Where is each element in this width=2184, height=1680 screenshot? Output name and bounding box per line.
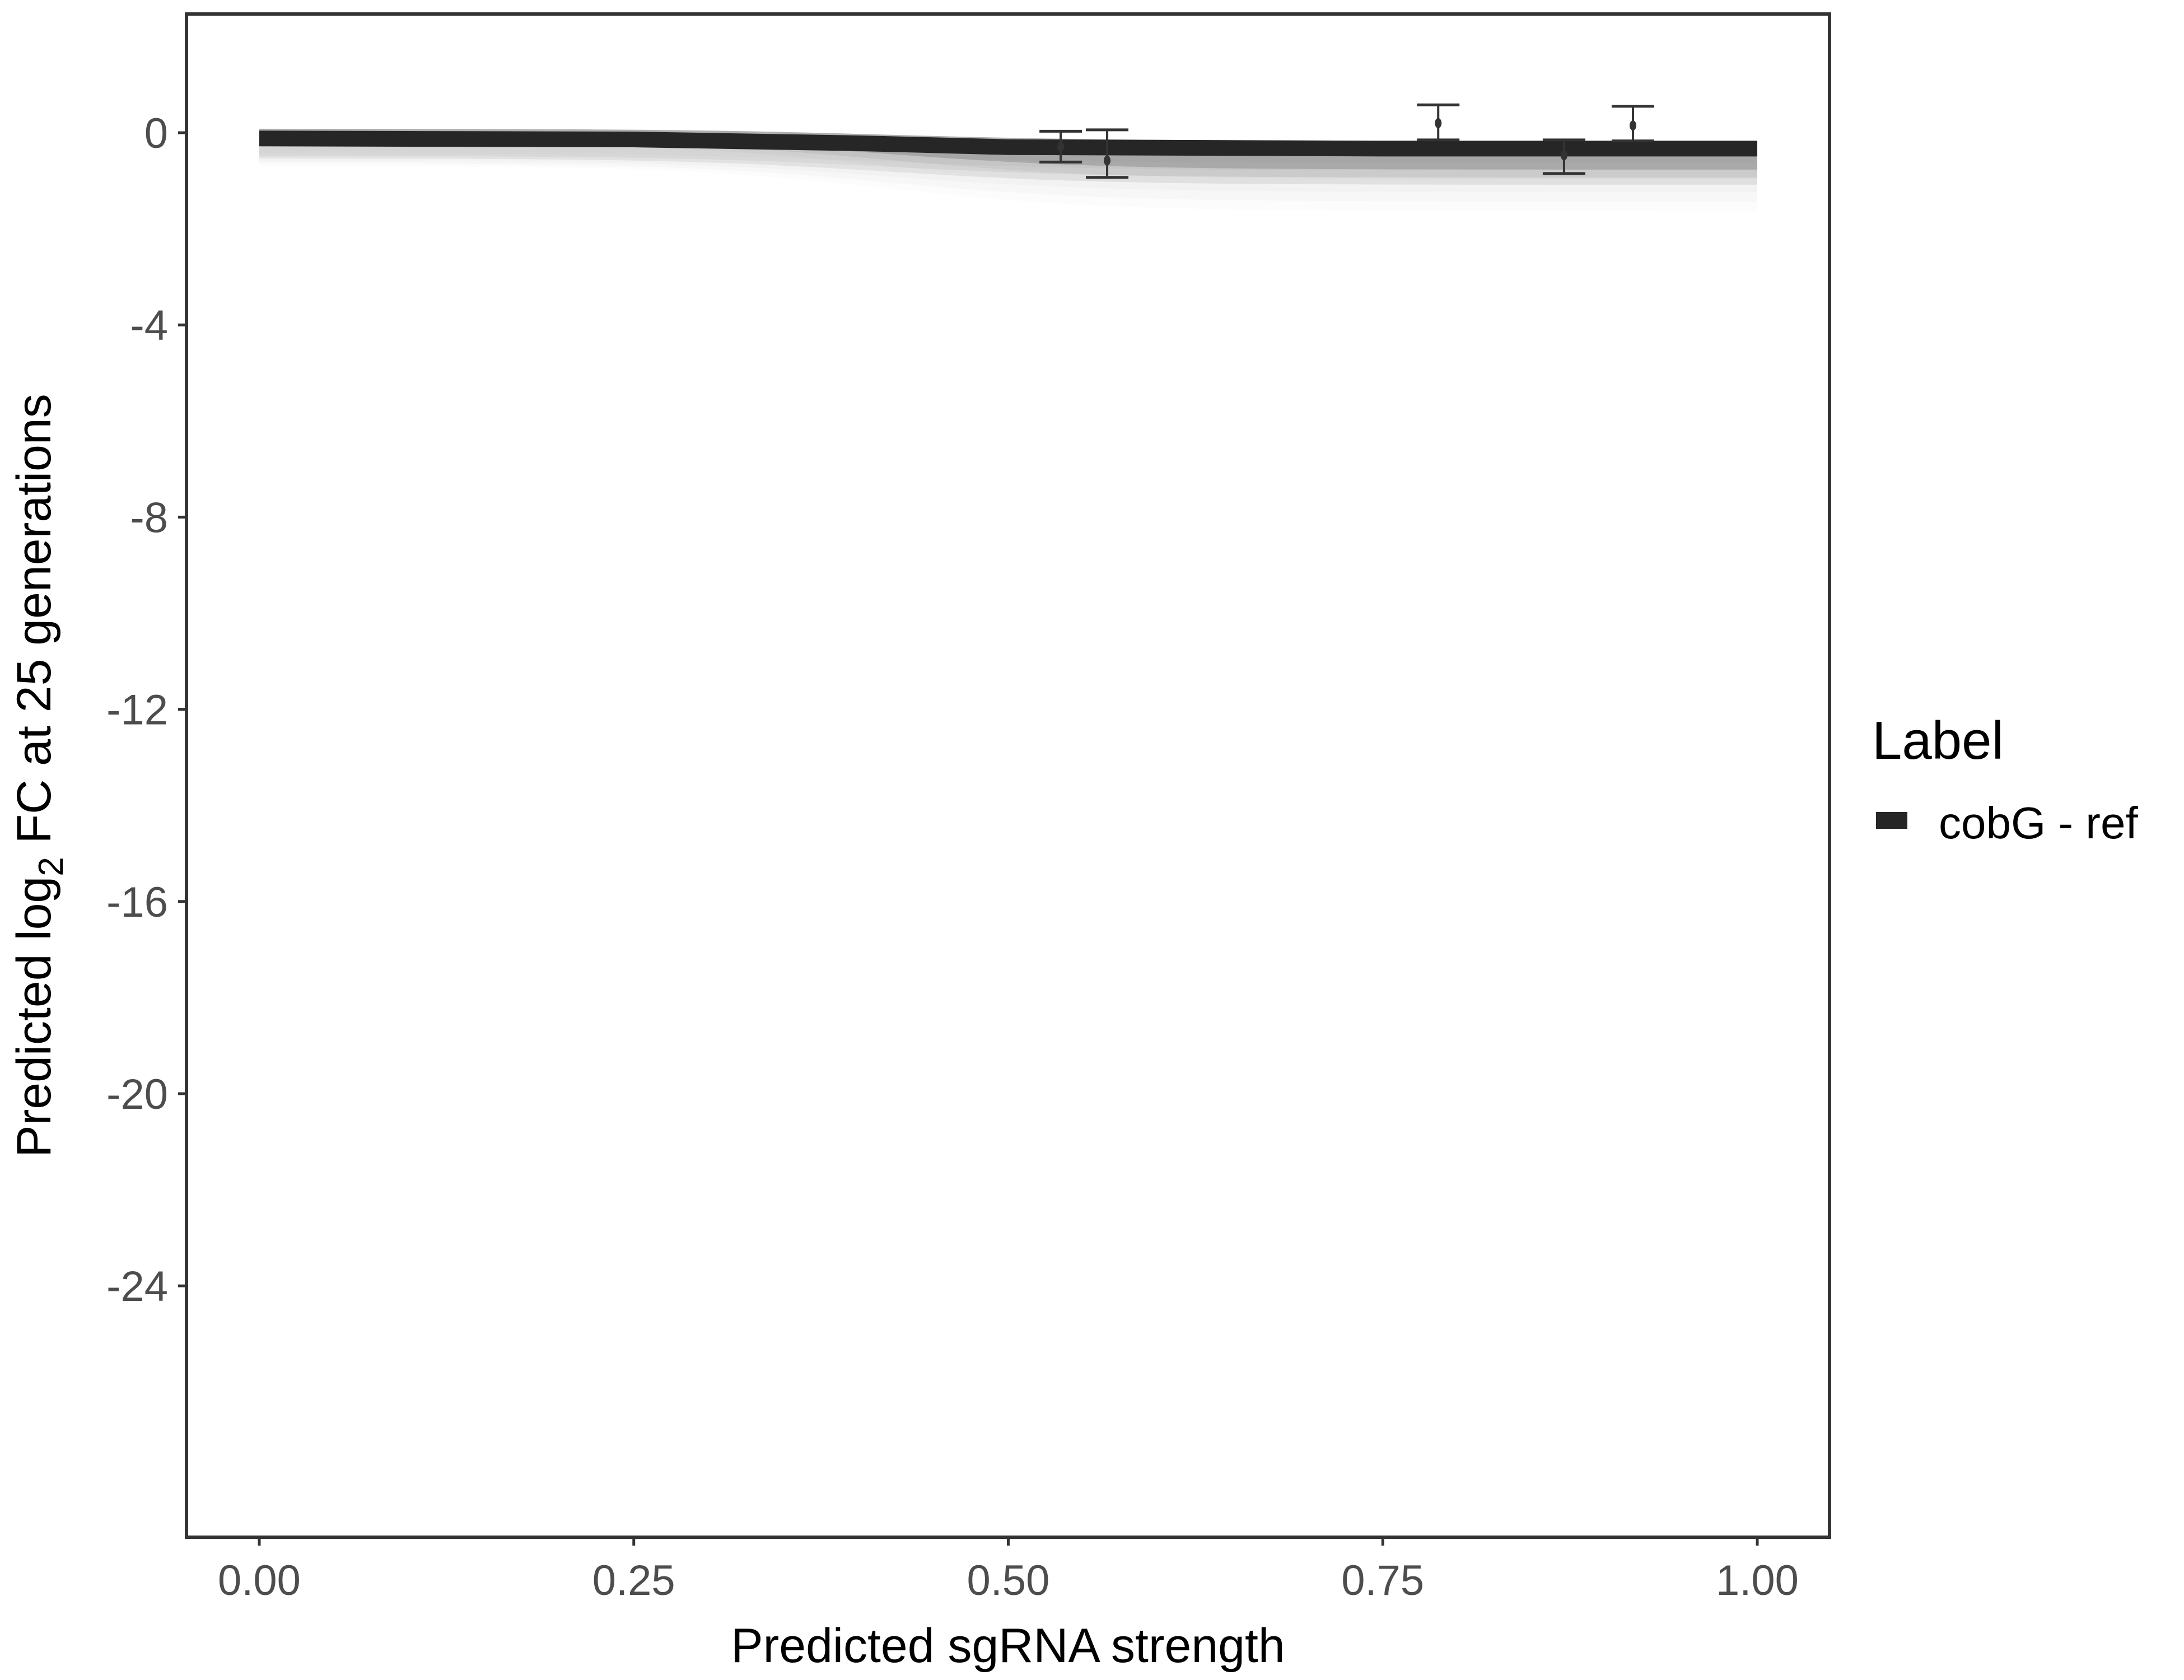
y-axis-title: Predicted log2 FC at 25 generations (7, 394, 71, 1158)
data-point (1057, 141, 1065, 152)
x-tick-label: 0.25 (592, 1557, 675, 1604)
y-tick-label: -8 (130, 494, 168, 542)
x-axis-title: Predicted sgRNA strength (731, 1619, 1285, 1673)
y-axis: 0 -4 -8 -12 -16 -20 -24 (106, 110, 186, 1310)
data-point-with-errorbar (1039, 129, 1082, 164)
legend-title: Label (1872, 711, 2004, 771)
plot-panel-border (185, 12, 1831, 1539)
x-tick-label: 0.75 (1341, 1557, 1424, 1604)
posterior-draw-line (259, 143, 1758, 212)
posterior-draw-line (259, 141, 1758, 202)
y-tick-label: -12 (106, 687, 168, 734)
y-tick-label: -16 (106, 879, 168, 926)
legend-label-cobg-ref: cobG - ref (1939, 798, 2138, 848)
data-point (1560, 150, 1567, 161)
fit-line-group (259, 130, 1757, 157)
x-axis: 0.00 0.25 0.50 0.75 1.00 (218, 1537, 1799, 1604)
data-point (1104, 155, 1111, 166)
data-points (1039, 103, 1654, 179)
data-point-with-errorbar (1542, 138, 1585, 175)
x-tick-label: 1.00 (1716, 1557, 1799, 1604)
y-tick-label: 0 (144, 110, 168, 157)
fit-line (259, 130, 1757, 157)
posterior-draw-line (259, 136, 1758, 185)
data-point (1629, 120, 1636, 131)
x-tick-label: 0.00 (218, 1557, 301, 1604)
data-point-with-errorbar (1417, 103, 1460, 142)
data-point (1435, 118, 1442, 128)
y-tick-label: -24 (106, 1263, 168, 1310)
posterior-draw-line (259, 138, 1758, 192)
data-point-with-errorbar (1086, 128, 1129, 179)
legend-key-cobg-ref (1876, 812, 1907, 829)
data-point-with-errorbar (1611, 105, 1654, 143)
y-tick-label: -4 (130, 302, 168, 349)
y-tick-label: -20 (106, 1071, 168, 1118)
x-tick-label: 0.50 (967, 1557, 1050, 1604)
